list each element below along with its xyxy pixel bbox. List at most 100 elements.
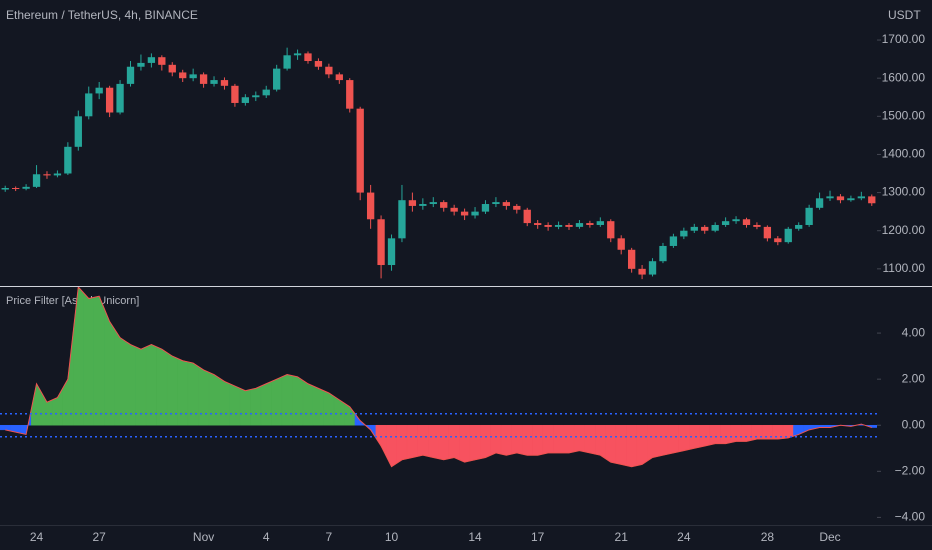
candle-body — [575, 223, 584, 227]
indicator-area — [83, 292, 95, 426]
candle-body — [659, 245, 667, 262]
indicator-area — [521, 424, 533, 456]
pane — [0, 287, 877, 468]
indicator-area — [427, 424, 439, 459]
candle-body — [179, 72, 187, 79]
candle-body — [471, 211, 479, 216]
y-tick-label: −2.00 — [895, 463, 926, 477]
indicator-area — [208, 371, 220, 426]
indicator-area — [678, 424, 690, 453]
pane — [1, 47, 876, 280]
candle-body — [732, 219, 740, 222]
candle-body — [805, 207, 813, 225]
candle-body — [74, 116, 82, 147]
candle-body — [534, 223, 542, 225]
candle-body — [252, 95, 260, 98]
x-tick-label: 24 — [30, 530, 44, 544]
candle-body — [763, 226, 772, 239]
indicator-area — [312, 385, 324, 426]
indicator-area — [553, 424, 565, 454]
candle-body — [12, 187, 20, 189]
indicator-area — [260, 381, 272, 426]
y-tick-label: 2.00 — [902, 371, 926, 385]
y-tick-label: 0.00 — [902, 417, 926, 431]
y-tick-label: 1100.00 — [883, 261, 926, 275]
candle-body — [742, 219, 751, 225]
indicator-area — [647, 424, 658, 462]
candle-body — [199, 74, 208, 84]
candle-body — [711, 224, 719, 231]
candle-body — [795, 224, 803, 229]
candle-body — [304, 53, 312, 62]
candle-body — [43, 174, 51, 176]
candle-body — [513, 205, 521, 210]
candle-body — [64, 146, 72, 174]
indicator-area — [417, 424, 429, 457]
indicator-area — [594, 424, 606, 460]
candle-body — [126, 66, 135, 84]
candle-body — [617, 238, 625, 250]
indicator-area — [93, 295, 105, 426]
indicator-area — [469, 424, 481, 462]
indicator-area — [490, 424, 502, 456]
candle-body — [377, 219, 385, 266]
candle-body — [774, 238, 782, 243]
candle-body — [95, 87, 103, 94]
candle-body — [158, 57, 166, 65]
candle-body — [346, 80, 354, 109]
candle-body — [492, 202, 500, 205]
indicator-area — [500, 424, 512, 456]
indicator-area — [480, 424, 491, 459]
indicator-title: Price Filter [AstridsUnicorn] — [6, 295, 139, 307]
indicator-area — [584, 424, 596, 455]
indicator-area — [730, 424, 742, 443]
candle-body — [137, 62, 145, 67]
x-tick-label: 14 — [468, 530, 482, 544]
indicator-area — [615, 424, 627, 466]
candle-body — [868, 196, 876, 204]
candle-body — [293, 53, 302, 56]
x-tick-label: 27 — [93, 530, 107, 544]
candle-body — [32, 174, 41, 187]
candle-body — [387, 238, 396, 266]
candle-body — [85, 93, 93, 117]
candle-body — [116, 83, 124, 113]
candle-body — [753, 224, 761, 227]
indicator-area — [281, 374, 293, 426]
indicator-area — [563, 424, 575, 454]
x-tick-label: Nov — [193, 530, 214, 544]
indicator-area — [396, 424, 408, 464]
indicator-area — [292, 375, 304, 426]
indicator-area — [741, 424, 752, 442]
candle-body — [105, 87, 114, 113]
indicator-area — [626, 424, 638, 467]
chart-title: Ethereum / TetherUS, 4h, BINANCE — [6, 8, 198, 22]
candle-body — [815, 198, 824, 208]
indicator-area — [271, 376, 283, 426]
x-tick-label: 28 — [761, 530, 775, 544]
indicator-area — [250, 385, 262, 426]
x-tick-label: 24 — [677, 530, 691, 544]
indicator-area — [532, 424, 544, 456]
y-tick-label: 1600.00 — [882, 70, 926, 84]
candle-body — [210, 80, 218, 84]
price-unit: USDT — [888, 8, 921, 22]
indicator-area — [459, 424, 471, 463]
candle-body — [857, 196, 865, 199]
indicator-area — [636, 424, 648, 466]
candle-body — [847, 198, 855, 201]
indicator-area — [511, 424, 523, 455]
candle-body — [283, 55, 291, 69]
candle-body — [440, 202, 448, 208]
candle-body — [607, 221, 615, 239]
candle-body — [356, 108, 364, 193]
indicator-area — [114, 328, 126, 426]
indicator-area — [751, 424, 763, 441]
y-tick-label: 1300.00 — [882, 185, 926, 199]
indicator-area — [177, 358, 189, 426]
indicator-area — [709, 424, 721, 446]
indicator-area — [720, 424, 732, 444]
candle-body — [638, 268, 646, 275]
